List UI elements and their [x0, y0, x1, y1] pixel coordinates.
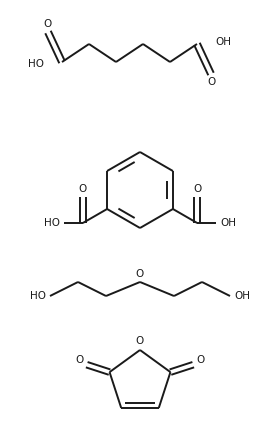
- Text: HO: HO: [28, 59, 44, 69]
- Text: O: O: [193, 184, 201, 194]
- Text: O: O: [75, 355, 83, 365]
- Text: HO: HO: [30, 291, 46, 301]
- Text: O: O: [197, 355, 205, 365]
- Text: OH: OH: [220, 218, 236, 228]
- Text: HO: HO: [44, 218, 60, 228]
- Text: O: O: [136, 269, 144, 279]
- Text: O: O: [136, 336, 144, 346]
- Text: O: O: [207, 77, 215, 87]
- Text: OH: OH: [234, 291, 250, 301]
- Text: O: O: [79, 184, 87, 194]
- Text: OH: OH: [215, 37, 231, 47]
- Text: O: O: [44, 19, 52, 29]
